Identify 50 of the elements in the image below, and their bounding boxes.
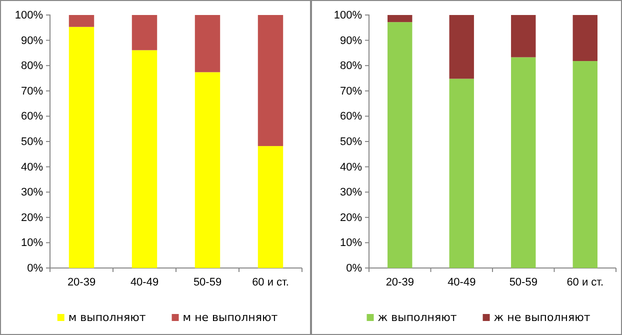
y-tick-label: 60% <box>20 110 44 123</box>
bar <box>572 15 598 62</box>
y-tick-label: 80% <box>20 60 44 72</box>
bar <box>132 50 158 268</box>
bar <box>449 78 474 268</box>
y-tick-label: 70% <box>340 85 362 98</box>
x-tick-label: 60 и ст. <box>566 276 604 288</box>
bar <box>388 22 412 268</box>
x-tick-label: 60 и ст. <box>252 276 289 288</box>
y-tick-label: 100% <box>14 10 44 22</box>
y-tick-label: 90% <box>20 34 44 47</box>
y-tick-label: 10% <box>340 237 362 250</box>
bar <box>511 57 536 268</box>
y-tick-label: 40% <box>340 161 362 174</box>
x-tick-label: 20-39 <box>67 276 96 288</box>
y-tick-label: 50% <box>340 136 362 148</box>
x-tick-label: 40-49 <box>448 276 476 288</box>
x-tick-label: 20-39 <box>386 276 414 288</box>
x-tick-label: 50-59 <box>193 276 222 288</box>
bar <box>258 146 284 268</box>
y-tick-label: 60% <box>340 110 362 123</box>
y-tick-label: 90% <box>340 34 362 47</box>
y-tick-label: 0% <box>27 262 44 275</box>
legend-label: м выполняют <box>68 311 146 324</box>
bar <box>511 15 536 58</box>
bar <box>449 15 474 79</box>
y-tick-label: 10% <box>20 237 44 250</box>
y-tick-label: 20% <box>20 212 44 224</box>
bar <box>194 72 220 268</box>
bar <box>258 15 284 146</box>
bar <box>194 15 220 72</box>
bar <box>388 15 412 22</box>
legend-label: м не выполняют <box>182 311 278 324</box>
y-tick-label: 30% <box>20 186 44 199</box>
bar <box>68 26 94 268</box>
bar <box>132 15 158 50</box>
y-tick-label: 30% <box>340 186 362 199</box>
legend-label: ж не выполняют <box>494 311 591 324</box>
y-tick-label: 100% <box>334 10 362 22</box>
x-tick-label: 50-59 <box>509 276 538 288</box>
x-tick-label: 40-49 <box>130 276 159 288</box>
y-tick-label: 70% <box>20 85 44 98</box>
y-tick-label: 20% <box>340 212 362 224</box>
y-tick-label: 0% <box>346 262 362 275</box>
legend-label: ж выполняют <box>378 311 458 324</box>
bar <box>572 61 598 268</box>
y-tick-label: 40% <box>20 161 44 174</box>
y-tick-label: 50% <box>20 136 44 148</box>
bar <box>68 15 94 27</box>
y-tick-label: 80% <box>340 60 362 72</box>
